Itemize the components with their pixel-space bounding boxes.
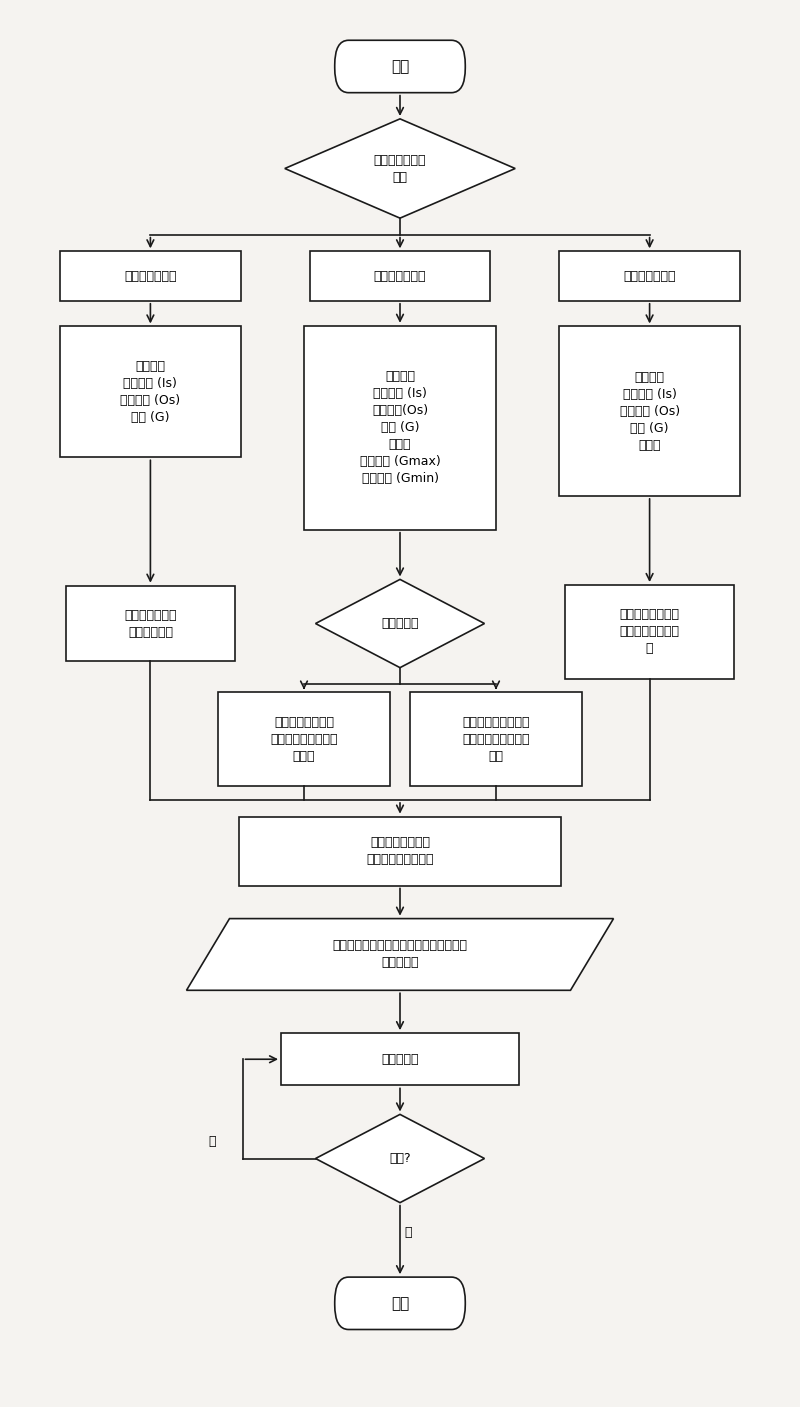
Bar (66, 585, 235, 661)
Text: 生成一其间距根据输
入的变化量而减小的
螺旋: 生成一其间距根据输 入的变化量而减小的 螺旋 (462, 716, 530, 763)
Text: 选择一螺旋生成
模态: 选择一螺旋生成 模态 (374, 153, 426, 183)
Text: 重复?: 重复? (389, 1152, 411, 1165)
Text: 渐进式螺旋模态: 渐进式螺旋模态 (374, 270, 426, 283)
Text: 输入数据
内部尺寸 (Is)
外部尺寸(Os)
间距 (G)
变化量
最大间距 (Gmax)
最小间距 (Gmin): 输入数据 内部尺寸 (Is) 外部尺寸(Os) 间距 (G) 变化量 最大间距 … (360, 370, 440, 485)
Text: 结束: 结束 (391, 1296, 409, 1311)
Bar (304, 325, 496, 530)
Polygon shape (315, 580, 485, 668)
Polygon shape (186, 919, 614, 991)
Polygon shape (285, 118, 515, 218)
Bar (310, 252, 490, 301)
Text: 等间距螺旋模态: 等间距螺旋模态 (124, 270, 177, 283)
Text: 生成一其间距根据
输入的变化量而增加
的螺旋: 生成一其间距根据 输入的变化量而增加 的螺旋 (270, 716, 338, 763)
Bar (559, 326, 740, 497)
Text: 开始: 开始 (391, 59, 409, 75)
Text: 生成该螺旋的目标
（显示于显示器上）: 生成该螺旋的目标 （显示于显示器上） (366, 836, 434, 867)
Text: 输入数据
内部尺寸 (Is)
外部尺寸 (Os)
间距 (G)
段信息: 输入数据 内部尺寸 (Is) 外部尺寸 (Os) 间距 (G) 段信息 (619, 370, 680, 452)
Bar (281, 1033, 519, 1085)
Bar (238, 816, 562, 885)
Bar (559, 252, 740, 301)
Text: 生成一其间距维
持不变的螺旋: 生成一其间距维 持不变的螺旋 (124, 608, 177, 639)
FancyBboxPatch shape (334, 41, 466, 93)
Text: 生成一其间距随段
的不同而变化的螺
旋: 生成一其间距随段 的不同而变化的螺 旋 (619, 608, 679, 656)
Text: 输入数据
内部尺寸 (Is)
外部尺寸 (Os)
间距 (G): 输入数据 内部尺寸 (Is) 外部尺寸 (Os) 间距 (G) (120, 360, 181, 424)
FancyBboxPatch shape (334, 1278, 466, 1330)
Text: 设置螺旋参数，诸如切割速度、激光能量
重复次数等: 设置螺旋参数，诸如切割速度、激光能量 重复次数等 (333, 940, 467, 969)
Text: 形成一螺旋: 形成一螺旋 (382, 1052, 418, 1065)
Text: 是: 是 (208, 1135, 215, 1148)
Text: 间距变化量: 间距变化量 (382, 618, 418, 630)
Bar (565, 585, 734, 678)
Bar (410, 692, 582, 787)
Polygon shape (315, 1114, 485, 1203)
Text: 否: 否 (404, 1227, 411, 1240)
Bar (60, 252, 241, 301)
Text: 分段式螺旋模态: 分段式螺旋模态 (623, 270, 676, 283)
Bar (60, 326, 241, 457)
Bar (218, 692, 390, 787)
